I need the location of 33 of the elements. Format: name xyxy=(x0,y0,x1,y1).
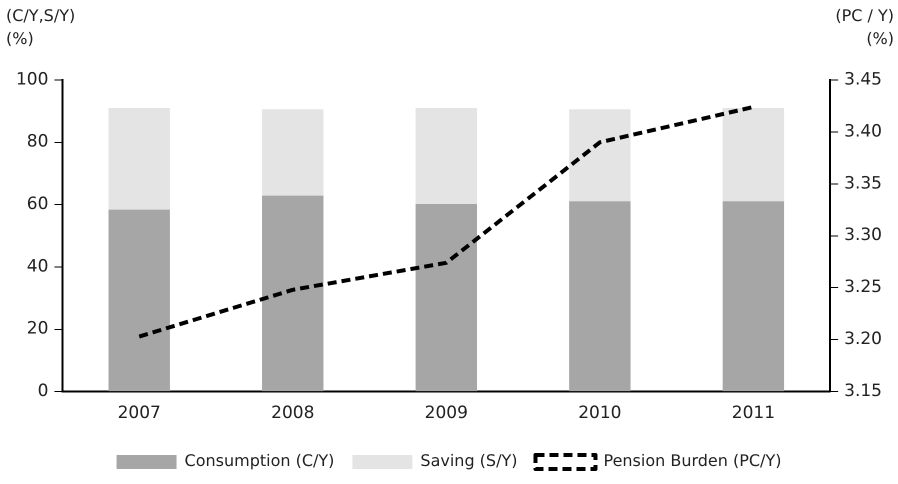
y-axis-title: (C/Y,S/Y) (%) xyxy=(6,5,76,50)
y-tick-label: 0 xyxy=(38,381,48,402)
y-tick-label: 100 xyxy=(16,69,48,90)
y-tick-label: 80 xyxy=(26,132,48,152)
bar xyxy=(108,210,170,392)
bar xyxy=(722,108,784,202)
y2-tick-label: 3.40 xyxy=(844,121,882,142)
x-tick-label: 2011 xyxy=(732,403,776,424)
y2-tick-label: 3.30 xyxy=(844,225,882,246)
y2-tick-label: 3.20 xyxy=(844,329,882,350)
x-tick-label: 2007 xyxy=(118,403,161,424)
bar xyxy=(569,201,631,392)
legend-label: Saving (S/Y) xyxy=(420,451,518,470)
y-tick-label: 60 xyxy=(26,194,48,214)
bar xyxy=(416,204,478,392)
bar xyxy=(108,108,170,210)
y-tick-label: 20 xyxy=(26,318,48,339)
y-tick-label: 40 xyxy=(26,256,48,276)
legend-label: Consumption (C/Y) xyxy=(184,451,334,470)
y2-tick-label: 3.35 xyxy=(844,173,882,194)
y2-axis-title: (PC / Y) (%) xyxy=(835,5,894,50)
legend-label: Pension Burden (PC/Y) xyxy=(603,451,782,470)
bar xyxy=(416,108,478,204)
x-tick-label: 2010 xyxy=(578,403,622,424)
y2-tick-label: 3.25 xyxy=(844,277,882,298)
bar xyxy=(262,196,324,392)
x-tick-label: 2008 xyxy=(271,403,314,424)
bar xyxy=(262,109,324,196)
y2-tick-label: 3.45 xyxy=(844,69,882,90)
bar xyxy=(722,201,784,392)
x-tick-label: 2009 xyxy=(424,403,468,424)
y2-tick-label: 3.15 xyxy=(844,381,882,402)
bar xyxy=(569,109,631,202)
